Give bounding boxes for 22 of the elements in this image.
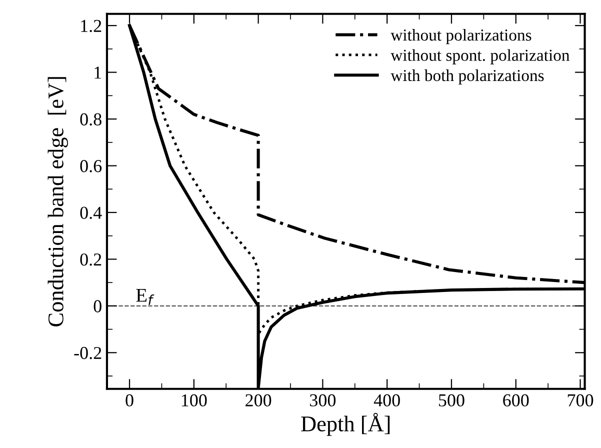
x-tick-label: 300 [310, 394, 336, 406]
y-tick-label: -0.2 [74, 346, 102, 360]
x-tick-label: 600 [503, 394, 529, 406]
y-tick-label: 1 [94, 66, 102, 79]
x-tick-label: 700 [568, 394, 594, 406]
legend-label: with both polarizations [390, 69, 544, 85]
x-tick-label: 0 [126, 394, 134, 406]
y-tick-label: 1.2 [81, 20, 102, 32]
y-tick-label: 0.2 [80, 253, 102, 266]
legend-label: without spont. polarization [390, 49, 570, 64]
y-axis-title: Conduction band edge [eV] [48, 77, 68, 326]
x-tick-label: 100 [182, 394, 207, 406]
x-axis-title: Depth [Å] [301, 412, 390, 436]
x-tick-label: 200 [246, 394, 272, 406]
y-tick-label: 0.4 [80, 206, 102, 219]
ref-line-label: E$_{f}$ [136, 288, 154, 305]
y-tick-label: 0 [94, 300, 102, 312]
legend-label: without polarizations [390, 28, 532, 44]
x-tick-label: 400 [374, 394, 400, 406]
y-tick-label: 0.6 [80, 160, 102, 172]
y-tick-label: 0.8 [80, 113, 102, 126]
x-tick-label: 500 [438, 394, 464, 406]
